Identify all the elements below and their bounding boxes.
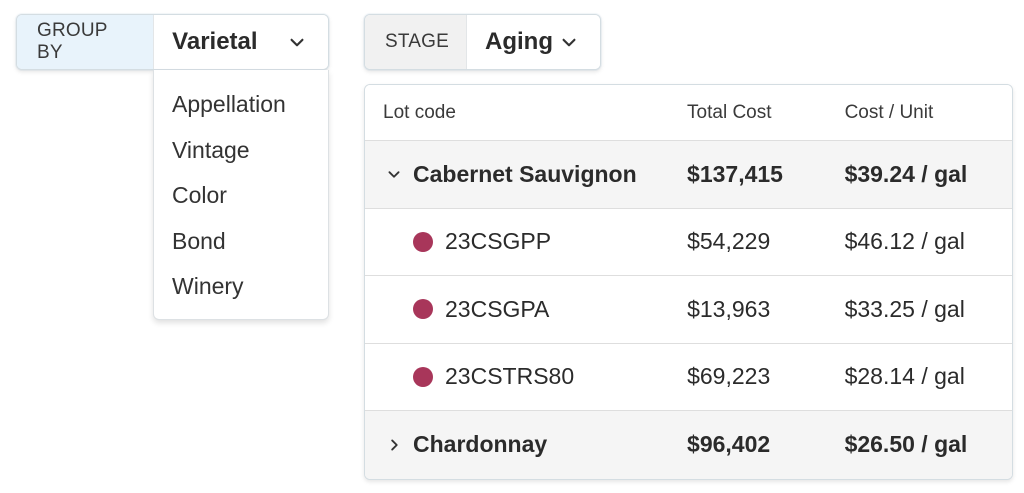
group-row-chardonnay[interactable]: Chardonnay $96,402 $26.50 / gal xyxy=(365,411,1012,479)
group-name-cell: Cabernet Sauvignon xyxy=(365,161,669,188)
column-header-cost-per-unit[interactable]: Cost / Unit xyxy=(844,101,934,123)
chevron-down-icon xyxy=(562,38,576,47)
lot-cost-per-unit: $46.12 / gal xyxy=(844,228,965,255)
wine-color-dot xyxy=(413,366,433,387)
group-by-value: Varietal xyxy=(172,28,258,55)
stage-dropdown[interactable]: STAGE Aging xyxy=(364,14,601,70)
group-name: Chardonnay xyxy=(413,431,548,458)
table-row[interactable]: 23CSGPA $13,963 $33.25 / gal xyxy=(365,276,1012,344)
stage-value: Aging xyxy=(485,28,553,55)
table-header: Lot code Total Cost Cost / Unit xyxy=(365,85,1012,141)
wine-color-dot xyxy=(413,231,433,252)
column-header-total-cost[interactable]: Total Cost xyxy=(687,101,772,123)
lot-cost-per-unit: $28.14 / gal xyxy=(844,363,965,390)
lot-code: 23CSGPP xyxy=(445,228,552,255)
lot-code-cell: 23CSGPP xyxy=(365,228,669,255)
group-total-cost: $96,402 xyxy=(687,431,771,458)
chevron-down-icon[interactable] xyxy=(383,163,405,185)
lot-code-cell: 23CSGPA xyxy=(365,296,669,323)
menu-item-color[interactable]: Color xyxy=(172,182,227,209)
table-row[interactable]: 23CSTRS80 $69,223 $28.14 / gal xyxy=(365,343,1012,411)
group-by-label: GROUP BY xyxy=(17,15,155,69)
group-name-cell: Chardonnay xyxy=(365,431,669,458)
group-row-cabernet-sauvignon[interactable]: Cabernet Sauvignon $137,415 $39.24 / gal xyxy=(365,141,1012,209)
lot-cost-per-unit: $33.25 / gal xyxy=(844,295,965,322)
cost-table: Lot code Total Cost Cost / Unit Cabernet… xyxy=(364,84,1013,480)
group-total-cost: $137,415 xyxy=(687,160,783,187)
group-name: Cabernet Sauvignon xyxy=(413,160,637,187)
column-header-lot-code[interactable]: Lot code xyxy=(383,101,456,123)
lot-total-cost: $13,963 xyxy=(687,295,771,322)
menu-item-bond[interactable]: Bond xyxy=(172,227,226,254)
lot-total-cost: $69,223 xyxy=(687,363,771,390)
table-row[interactable]: 23CSGPP $54,229 $46.12 / gal xyxy=(365,208,1012,276)
group-by-menu: Appellation Vintage Color Bond Winery xyxy=(153,70,329,320)
group-cost-per-unit: $39.24 / gal xyxy=(844,160,968,187)
menu-item-vintage[interactable]: Vintage xyxy=(172,136,250,163)
lot-code: 23CSGPA xyxy=(445,295,550,322)
lot-total-cost: $54,229 xyxy=(687,228,771,255)
group-by-dropdown[interactable]: GROUP BY Varietal xyxy=(16,14,329,70)
lot-code: 23CSTRS80 xyxy=(445,363,575,390)
menu-item-appellation[interactable]: Appellation xyxy=(172,91,286,118)
lot-code-cell: 23CSTRS80 xyxy=(365,363,669,390)
chevron-down-icon xyxy=(290,38,304,47)
group-by-select[interactable]: Varietal xyxy=(154,15,328,69)
stage-label: STAGE xyxy=(365,15,467,69)
menu-item-winery[interactable]: Winery xyxy=(172,273,244,300)
wine-color-dot xyxy=(413,299,433,320)
chevron-right-icon[interactable] xyxy=(383,434,405,456)
group-cost-per-unit: $26.50 / gal xyxy=(844,431,968,458)
stage-select[interactable]: Aging xyxy=(467,15,600,69)
